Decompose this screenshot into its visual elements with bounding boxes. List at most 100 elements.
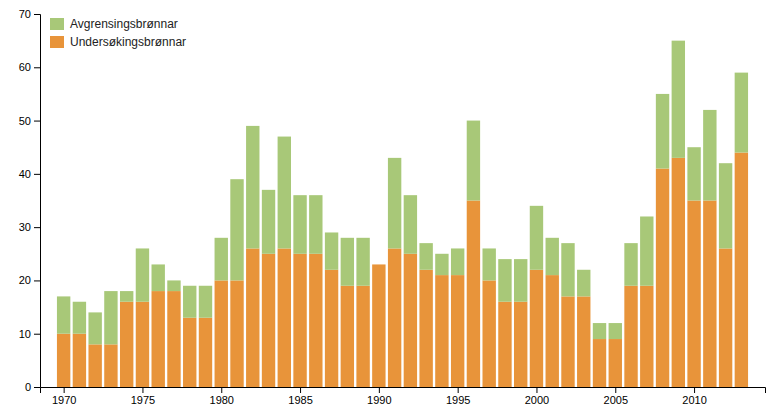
bar (482, 248, 495, 280)
y-tick-mark (34, 174, 40, 175)
y-tick-label: 30 (19, 221, 31, 233)
x-axis-line (41, 388, 766, 394)
bar (167, 280, 180, 291)
bar (341, 238, 354, 286)
x-tick-mark (458, 387, 459, 393)
bar (152, 291, 165, 387)
bar (104, 344, 117, 387)
bar (593, 323, 606, 339)
bar (419, 243, 432, 270)
x-axis: 197019751980198519901995200020052010 (41, 387, 766, 406)
legend-swatch (50, 36, 64, 48)
bar (152, 264, 165, 291)
bar (703, 110, 716, 201)
bar (293, 254, 306, 387)
bar (215, 280, 228, 387)
x-tick-mark (536, 387, 537, 393)
bar (293, 195, 306, 254)
y-tick-label: 60 (19, 61, 31, 73)
bar (482, 280, 495, 387)
bar (388, 158, 401, 249)
bar (593, 339, 606, 387)
x-tick: 1975 (131, 387, 155, 406)
bar (530, 270, 543, 387)
bar (262, 254, 275, 387)
bar (388, 248, 401, 387)
bars (57, 41, 748, 387)
x-tick-label: 2005 (604, 394, 628, 406)
bar (230, 179, 243, 280)
y-tick-label: 50 (19, 115, 31, 127)
bar (546, 238, 559, 275)
y-tick: 70 (19, 8, 40, 20)
y-tick-mark (34, 227, 40, 228)
y-tick: 50 (19, 115, 40, 127)
bar (309, 254, 322, 387)
bar (57, 334, 70, 387)
bar (498, 259, 511, 302)
x-tick: 1990 (367, 387, 391, 406)
y-axis: 010203040506070 (19, 8, 41, 393)
bar (262, 190, 275, 254)
bar (104, 291, 117, 344)
bar (120, 291, 133, 302)
bar (672, 158, 685, 387)
x-tick: 2000 (525, 387, 549, 406)
bar (435, 254, 448, 275)
bar (467, 201, 480, 388)
x-tick-label: 1985 (288, 394, 312, 406)
bar (372, 264, 385, 387)
y-tick-mark (34, 121, 40, 122)
x-tick-mark (379, 387, 380, 393)
bar (624, 286, 637, 387)
bar (561, 243, 574, 296)
bar (656, 94, 669, 169)
x-tick-mark (615, 387, 616, 393)
bar (719, 248, 732, 387)
bar (183, 318, 196, 387)
y-tick: 20 (19, 274, 40, 286)
y-tick: 30 (19, 221, 40, 233)
bar (451, 275, 464, 387)
bar (167, 291, 180, 387)
y-tick-mark (34, 14, 40, 15)
bar (687, 201, 700, 388)
bar (514, 302, 527, 387)
y-tick: 60 (19, 61, 40, 73)
legend-item: Avgrensingsbrønnar (50, 17, 178, 31)
bar (577, 270, 590, 297)
bar (136, 248, 149, 301)
bar (120, 302, 133, 387)
bar (73, 302, 86, 334)
bar (640, 286, 653, 387)
y-tick: 10 (19, 328, 40, 340)
x-tick: 2005 (604, 387, 628, 406)
bar (183, 286, 196, 318)
bar (498, 302, 511, 387)
x-tick: 1995 (446, 387, 470, 406)
bar (246, 126, 259, 249)
bar (546, 275, 559, 387)
bar (419, 270, 432, 387)
bar (530, 206, 543, 270)
y-tick-label: 20 (19, 274, 31, 286)
bar (136, 302, 149, 387)
bar-series (57, 41, 748, 345)
x-tick-mark (300, 387, 301, 393)
legend-label: Avgrensingsbrønnar (70, 17, 178, 31)
bar (356, 238, 369, 286)
bar (687, 147, 700, 200)
bar (73, 334, 86, 387)
bar (199, 318, 212, 387)
bar (230, 280, 243, 387)
bar (88, 344, 101, 387)
x-tick: 1985 (288, 387, 312, 406)
legend: AvgrensingsbrønnarUndersøkingsbrønnar (50, 17, 186, 49)
x-tick-label: 2000 (525, 394, 549, 406)
bar (735, 153, 748, 387)
bar (672, 41, 685, 158)
bar (577, 296, 590, 387)
y-tick-label: 0 (25, 381, 31, 393)
bar (404, 254, 417, 387)
y-tick-mark (34, 280, 40, 281)
